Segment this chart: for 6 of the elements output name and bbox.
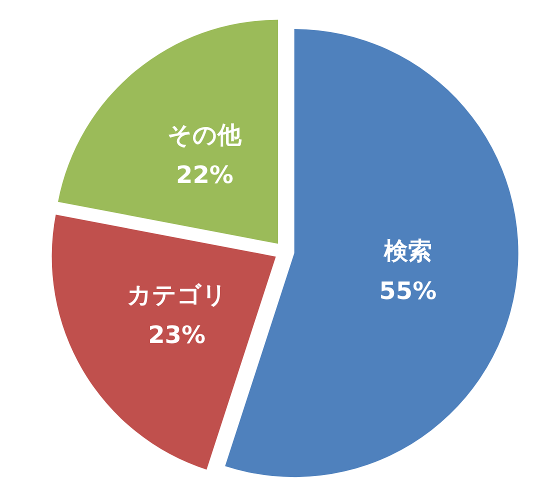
data-label: 23% <box>148 321 206 350</box>
slice-label: その他 <box>168 121 243 150</box>
data-label: 22% <box>176 161 234 190</box>
slice-label: 検索 <box>382 237 432 266</box>
data-label: 55% <box>379 277 437 306</box>
slice-label: カテゴリ <box>126 281 227 310</box>
